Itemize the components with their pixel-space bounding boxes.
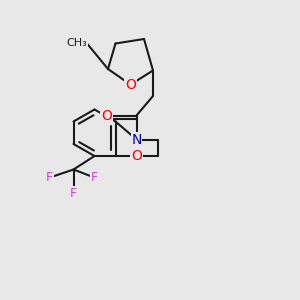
Text: N: N bbox=[131, 133, 142, 146]
Text: O: O bbox=[101, 109, 112, 122]
Text: F: F bbox=[70, 187, 77, 200]
Text: F: F bbox=[91, 171, 98, 184]
Text: O: O bbox=[125, 78, 136, 92]
Text: F: F bbox=[46, 171, 53, 184]
Text: O: O bbox=[131, 149, 142, 163]
Text: CH₃: CH₃ bbox=[66, 38, 87, 49]
